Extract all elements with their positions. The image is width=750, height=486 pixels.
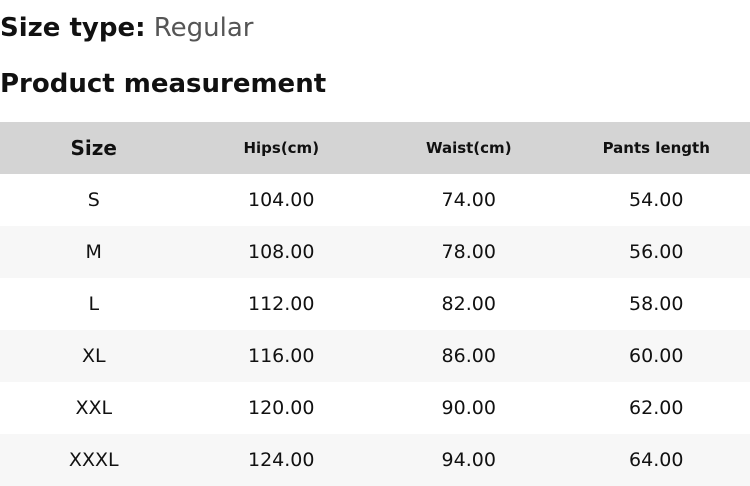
table-header-row: Size Hips(cm) Waist(cm) Pants length <box>0 122 750 174</box>
measurement-table: Size Hips(cm) Waist(cm) Pants length S 10… <box>0 122 750 486</box>
cell-waist: 74.00 <box>441 189 496 211</box>
cell-hips: 124.00 <box>248 449 315 471</box>
cell-hips: 116.00 <box>248 345 315 367</box>
cell-pants-length: 56.00 <box>629 241 684 263</box>
size-type-label: Size type: <box>0 13 146 43</box>
size-type-value: Regular <box>153 13 254 43</box>
table-row: XL 116.00 86.00 60.00 <box>0 330 750 382</box>
cell-waist: 78.00 <box>441 241 496 263</box>
table-row: L 112.00 82.00 58.00 <box>0 278 750 330</box>
header-pants-length: Pants length <box>602 139 710 157</box>
cell-pants-length: 62.00 <box>629 397 684 419</box>
cell-waist: 86.00 <box>441 345 496 367</box>
table-row: XXXL 124.00 94.00 64.00 <box>0 434 750 486</box>
cell-size: XXXL <box>68 449 119 471</box>
cell-hips: 112.00 <box>248 293 315 315</box>
cell-size: L <box>88 293 100 315</box>
cell-pants-length: 58.00 <box>629 293 684 315</box>
cell-hips: 108.00 <box>248 241 315 263</box>
cell-pants-length: 54.00 <box>629 189 684 211</box>
cell-size: XXL <box>75 397 113 419</box>
cell-size: XL <box>81 345 106 367</box>
cell-pants-length: 60.00 <box>629 345 684 367</box>
cell-waist: 94.00 <box>441 449 496 471</box>
header-size: Size <box>70 136 117 160</box>
cell-size: M <box>85 241 102 263</box>
table-row: M 108.00 78.00 56.00 <box>0 226 750 278</box>
cell-hips: 104.00 <box>248 189 315 211</box>
section-heading: Product measurement <box>0 69 327 99</box>
size-type: Size type: Regular <box>0 10 253 46</box>
cell-pants-length: 64.00 <box>629 449 684 471</box>
cell-size: S <box>87 189 100 211</box>
cell-waist: 90.00 <box>441 397 496 419</box>
header-waist: Waist(cm) <box>425 139 512 157</box>
table-row: XXL 120.00 90.00 62.00 <box>0 382 750 434</box>
header-hips: Hips(cm) <box>243 139 320 157</box>
cell-hips: 120.00 <box>248 397 315 419</box>
cell-waist: 82.00 <box>441 293 496 315</box>
table-row: S 104.00 74.00 54.00 <box>0 174 750 226</box>
